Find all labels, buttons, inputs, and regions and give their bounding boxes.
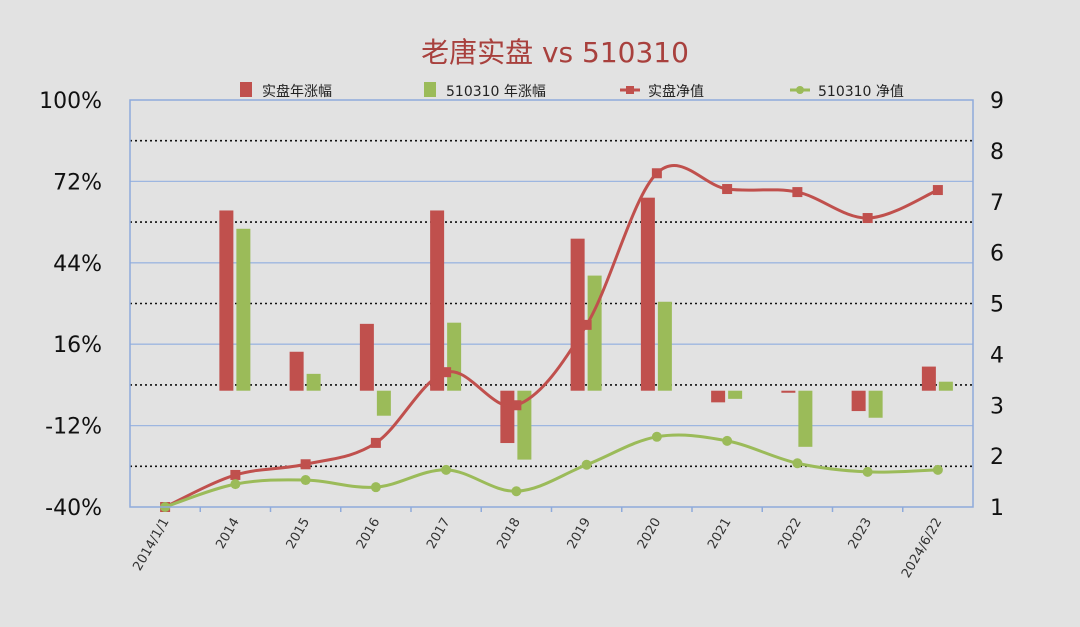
marker-real-nav: [441, 367, 452, 378]
y-right-tick-label: 5: [990, 293, 1004, 318]
bar-real-return: [430, 210, 445, 391]
marker-etf-nav: [370, 482, 381, 493]
bar-etf-return: [376, 390, 391, 416]
marker-real-nav: [722, 184, 733, 195]
legend-label-etf-return: 510310 年涨幅: [446, 84, 546, 100]
marker-real-nav: [792, 187, 803, 198]
gridlines: [130, 139, 973, 468]
bar-etf-return: [447, 322, 462, 391]
y-right-tick-label: 6: [990, 242, 1004, 267]
y-right-tick-label: 9: [990, 89, 1004, 114]
marker-real-nav: [370, 437, 381, 448]
bar-etf-return: [306, 373, 321, 391]
bar-real-return: [289, 351, 304, 391]
chart-title: 老唐实盘 vs 510310: [421, 36, 689, 69]
lines: [160, 164, 943, 512]
marker-etf-nav: [581, 459, 592, 470]
line-etf-nav: [164, 433, 938, 509]
marker-etf-nav: [932, 464, 943, 475]
legend-label-etf-nav: 510310 净值: [818, 84, 904, 100]
legend: 实盘年涨幅 510310 年涨幅 实盘净值 510310 净值: [240, 82, 904, 100]
bar-real-return: [711, 390, 726, 403]
marker-real-nav: [511, 400, 522, 411]
bar-etf-return: [728, 390, 743, 399]
bar-real-return: [219, 210, 234, 391]
marker-real-nav: [581, 319, 592, 330]
bar-etf-return: [868, 390, 883, 418]
bar-real-return: [921, 366, 936, 391]
marker-etf-nav: [300, 475, 311, 486]
marker-real-nav: [651, 168, 662, 179]
marker-etf-nav: [722, 435, 733, 446]
y-right-tick-label: 2: [990, 445, 1004, 470]
bar-real-return: [640, 197, 655, 391]
bar-etf-return: [938, 381, 953, 391]
marker-etf-nav: [792, 458, 803, 469]
y-left-tick-label: 16%: [53, 333, 102, 358]
y-left-tick-label: -12%: [45, 415, 102, 440]
marker-real-nav: [230, 469, 241, 480]
y-right-tick-label: 8: [990, 140, 1004, 165]
y-right-tick-label: 1: [990, 496, 1004, 521]
marker-etf-nav: [862, 466, 873, 477]
legend-swatch-etf-return: [424, 82, 436, 97]
marker-etf-nav: [441, 464, 452, 475]
marker-real-nav: [300, 459, 311, 470]
bar-real-return: [781, 390, 796, 393]
y-left-tick-label: 44%: [53, 252, 102, 277]
bar-real-return: [500, 390, 515, 444]
marker-etf-nav: [651, 431, 662, 442]
bar-etf-return: [798, 390, 813, 447]
bar-real-return: [851, 390, 866, 412]
y-left-tick-label: -40%: [45, 496, 102, 521]
y-right-tick-label: 3: [990, 394, 1004, 419]
bars: [219, 197, 953, 460]
marker-real-nav: [932, 185, 943, 196]
bar-real-return: [570, 238, 585, 391]
legend-label-real-nav: 实盘净值: [648, 83, 704, 100]
legend-marker-real-nav: [626, 86, 634, 94]
y-left-tick-label: 100%: [39, 89, 102, 114]
y-right-tick-label: 4: [990, 343, 1004, 368]
marker-etf-nav: [230, 479, 241, 490]
bar-real-return: [359, 323, 374, 391]
y-left-tick-label: 72%: [53, 170, 102, 195]
y-right-tick-label: 7: [990, 191, 1004, 216]
legend-marker-etf-nav: [796, 86, 804, 94]
legend-swatch-real-return: [240, 82, 252, 97]
legend-label-real-return: 实盘年涨幅: [262, 83, 332, 100]
bar-etf-return: [657, 301, 672, 391]
bar-etf-return: [587, 275, 602, 391]
marker-real-nav: [862, 213, 873, 224]
marker-etf-nav: [511, 486, 522, 497]
bar-etf-return: [236, 228, 251, 391]
